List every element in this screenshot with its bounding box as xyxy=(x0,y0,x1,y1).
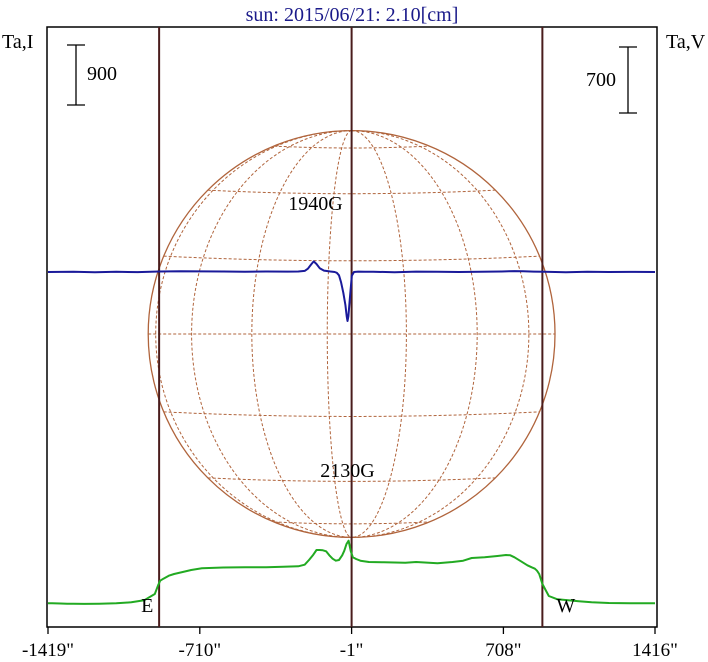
right-scale-bar xyxy=(619,46,637,114)
x-tick-label: -1" xyxy=(340,640,364,661)
series-polarization xyxy=(47,260,656,322)
x-tick-label: 708" xyxy=(485,640,521,661)
x-tick-label: -1419" xyxy=(22,640,74,661)
chart-title: sun: 2015/06/21: 2.10[cm] xyxy=(246,4,459,26)
x-axis-ticks: -1419" -710" -1" 708" 1416" xyxy=(22,627,678,661)
west-limb-label: W xyxy=(556,595,575,617)
x-tick-label: 1416" xyxy=(632,640,678,661)
annotation-2130g: 2130G xyxy=(320,460,374,482)
x-tick-label: -710" xyxy=(179,640,222,661)
right-axis-label: Ta,V xyxy=(666,31,706,53)
left-scale-bar xyxy=(67,44,85,106)
series-intensity xyxy=(47,539,655,605)
right-scale-label: 700 xyxy=(586,69,616,91)
left-axis-label: Ta,I xyxy=(2,31,33,53)
annotation-1940g: 1940G xyxy=(288,193,342,215)
left-scale-label: 900 xyxy=(87,63,117,85)
east-limb-label: E xyxy=(141,595,153,617)
